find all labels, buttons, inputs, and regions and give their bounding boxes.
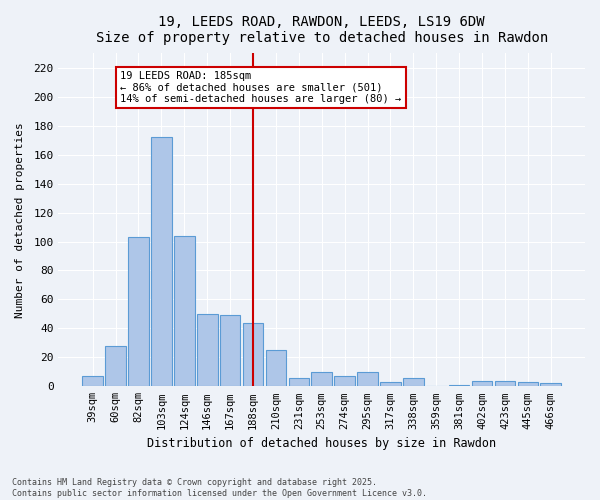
Bar (380, 382, 401, 386)
Bar (105, 346, 126, 387)
Bar (472, 380, 493, 386)
X-axis label: Distribution of detached houses by size in Rawdon: Distribution of detached houses by size … (147, 437, 496, 450)
Bar (334, 376, 355, 386)
Text: Contains HM Land Registry data © Crown copyright and database right 2025.
Contai: Contains HM Land Registry data © Crown c… (12, 478, 427, 498)
Bar (82, 376, 103, 386)
Y-axis label: Number of detached properties: Number of detached properties (15, 122, 25, 318)
Bar (174, 236, 194, 386)
Bar (151, 138, 172, 386)
Bar (289, 378, 309, 386)
Title: 19, LEEDS ROAD, RAWDON, LEEDS, LS19 6DW
Size of property relative to detached ho: 19, LEEDS ROAD, RAWDON, LEEDS, LS19 6DW … (95, 15, 548, 45)
Bar (449, 385, 469, 386)
Bar (518, 382, 538, 386)
Bar (128, 237, 149, 386)
Text: 19 LEEDS ROAD: 185sqm
← 86% of detached houses are smaller (501)
14% of semi-det: 19 LEEDS ROAD: 185sqm ← 86% of detached … (120, 70, 401, 104)
Bar (541, 384, 561, 386)
Bar (266, 350, 286, 387)
Bar (357, 372, 378, 386)
Bar (197, 314, 218, 386)
Bar (220, 316, 241, 386)
Bar (243, 322, 263, 386)
Bar (403, 378, 424, 386)
Bar (494, 380, 515, 386)
Bar (311, 372, 332, 386)
